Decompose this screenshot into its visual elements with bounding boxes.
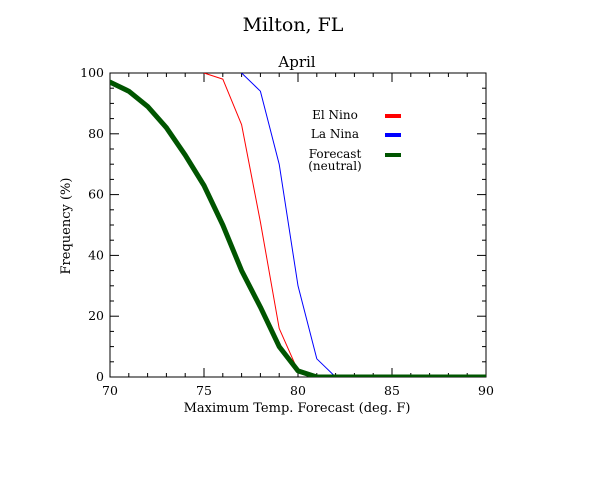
y-tick-label: 100 <box>80 65 104 80</box>
y-tick-label: 40 <box>88 247 104 262</box>
x-tick-label: 80 <box>290 383 306 398</box>
series-line-la-nina <box>241 73 486 377</box>
y-tick-label: 0 <box>96 369 104 384</box>
series-line-forecast <box>110 79 486 377</box>
legend-label-la-nina: La Nina <box>311 127 359 141</box>
chart-subtitle: April <box>277 53 315 71</box>
x-tick-label: 70 <box>102 383 118 398</box>
plot-frame <box>109 72 487 378</box>
plot-area: 70 75 80 85 90 0 20 40 60 80 100 <box>80 65 494 398</box>
y-tick-label: 20 <box>88 308 104 323</box>
legend: El Nino La Nina Forecast(neutral) <box>308 108 401 173</box>
legend-label-forecast: (neutral) <box>308 159 361 173</box>
series-line-el-nino <box>203 73 486 377</box>
x-tick-label: 75 <box>196 383 212 398</box>
legend-label-el-nino: El Nino <box>312 108 358 122</box>
x-axis-label: Maximum Temp. Forecast (deg. F) <box>184 401 411 416</box>
y-tick-label: 80 <box>88 126 104 141</box>
legend-label-forecast: Forecast <box>309 147 362 161</box>
y-axis-label: Frequency (%) <box>59 178 74 275</box>
x-tick-label: 90 <box>478 383 494 398</box>
chart-title: Milton, FL <box>243 14 344 36</box>
x-tick-label: 85 <box>384 383 400 398</box>
y-tick-label: 60 <box>88 187 104 202</box>
